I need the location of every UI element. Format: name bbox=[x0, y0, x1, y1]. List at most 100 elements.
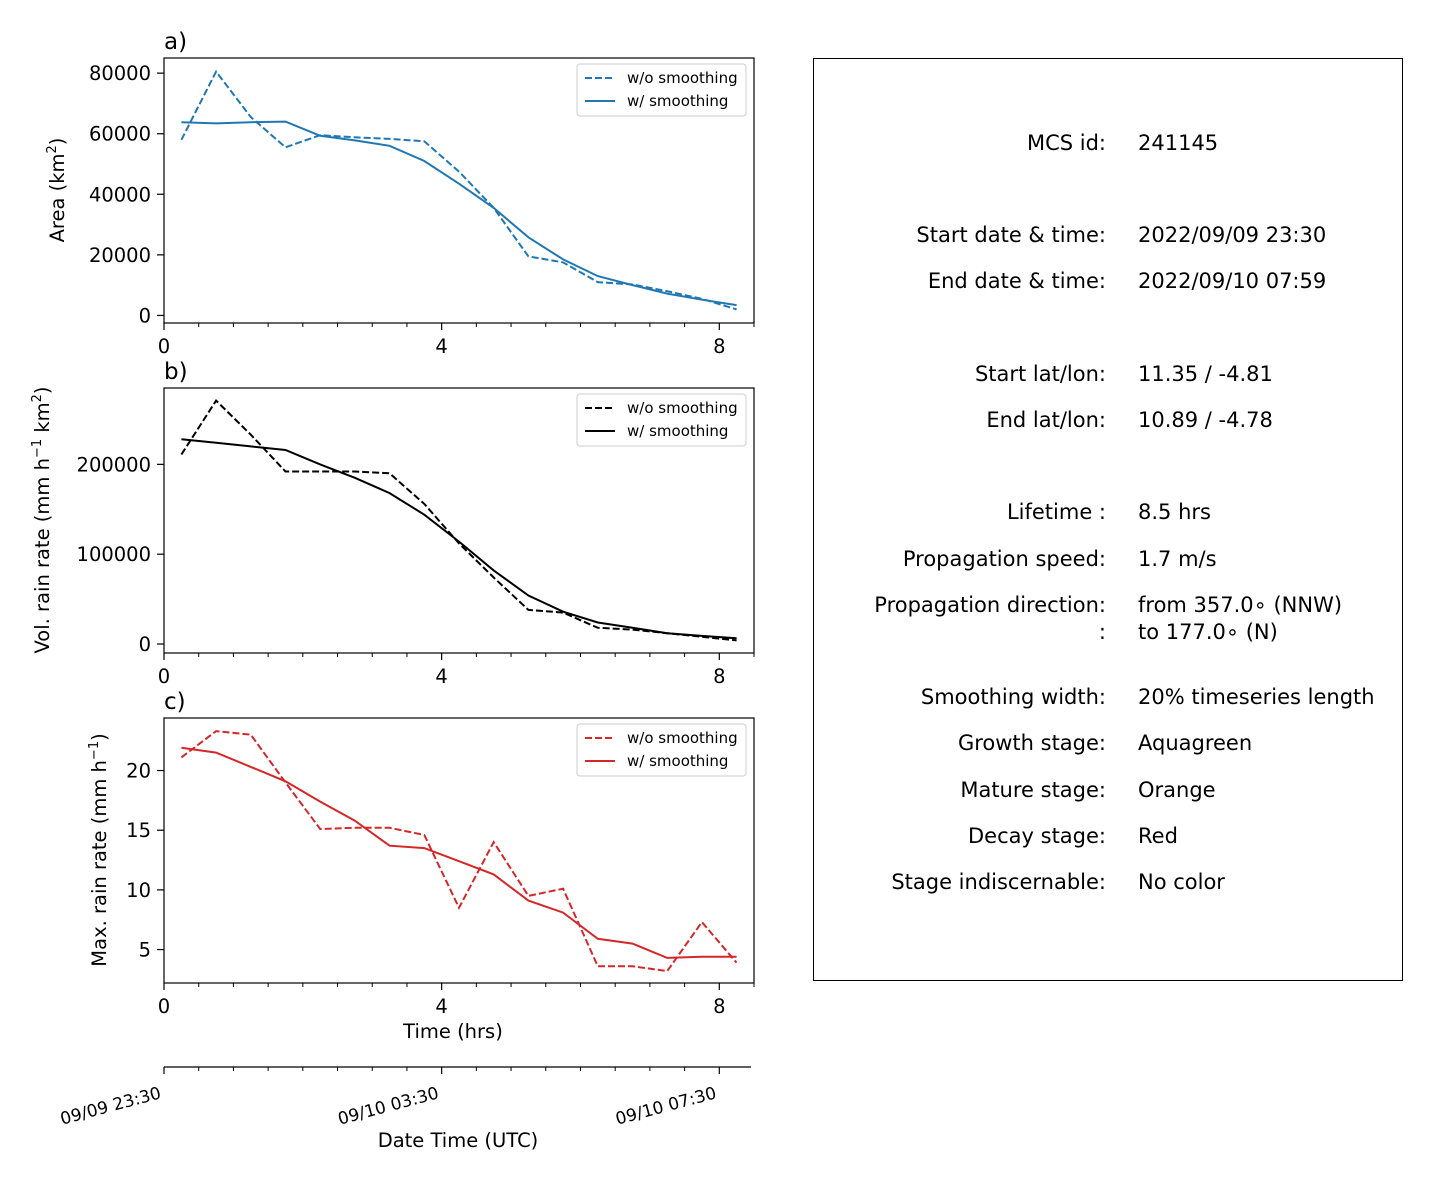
info-label: End date & time: bbox=[927, 269, 1106, 293]
info-value: from 357.0∘ (NNW) bbox=[1138, 593, 1343, 617]
y-tick-label: 40000 bbox=[89, 183, 151, 206]
y-axis-label: Area (km2) bbox=[45, 138, 69, 243]
legend-label: w/ smoothing bbox=[627, 752, 728, 770]
y-tick-label: 20 bbox=[126, 760, 151, 783]
info-label: Lifetime : bbox=[1006, 500, 1106, 524]
series-line-unsmoothed bbox=[180, 730, 738, 973]
series-line-smoothed bbox=[181, 120, 737, 307]
chart-panel-2: b) 0 4 8 0 100000 200000 Vol. rain rate (mm h−1… bbox=[30, 359, 755, 688]
info-value: 2022/09/09 23:30 bbox=[1138, 223, 1327, 247]
info-value: Orange bbox=[1138, 778, 1216, 802]
x-tick-label: 8 bbox=[713, 335, 725, 358]
y-tick-label: 15 bbox=[126, 819, 151, 842]
y-tick-label: 0 bbox=[139, 633, 151, 656]
legend-box bbox=[576, 63, 747, 117]
chart-panel-1: a) 0 4 8 0 20000 40000 60000 80000 Area (km2) w/o … bbox=[45, 29, 755, 358]
legend-box bbox=[576, 393, 747, 447]
y-tick-label: 0 bbox=[139, 304, 151, 327]
x-tick-label: 4 bbox=[435, 995, 447, 1018]
info-row: Decay stage: Red bbox=[814, 824, 1402, 854]
plot-frame bbox=[163, 387, 755, 654]
legend-box bbox=[576, 723, 747, 777]
info-label: Propagation speed: bbox=[902, 547, 1106, 571]
info-value: Red bbox=[1138, 824, 1178, 848]
info-row: Propagation speed: 1.7 m/s bbox=[814, 547, 1402, 577]
x-tick-label: 8 bbox=[713, 995, 725, 1018]
legend-label: w/o smoothing bbox=[627, 729, 738, 747]
legend-label: w/ smoothing bbox=[627, 422, 728, 440]
info-value: 8.5 hrs bbox=[1138, 500, 1211, 524]
mcs-info-box: MCS id: 241145 Start date & time: 2022/09/0… bbox=[813, 58, 1403, 981]
info-value: 20% timeseries length bbox=[1138, 685, 1375, 709]
info-value: 1.7 m/s bbox=[1138, 547, 1217, 571]
datetime-tick-label: 09/10 07:30 bbox=[614, 1084, 719, 1130]
info-label: Start date & time: bbox=[916, 223, 1106, 247]
series-line-unsmoothed bbox=[180, 69, 737, 311]
info-row: : to 177.0∘ (N) bbox=[814, 620, 1402, 650]
datetime-tick-label: 09/10 03:30 bbox=[336, 1084, 441, 1130]
y-tick-label: 60000 bbox=[89, 123, 151, 146]
info-row: Lifetime : 8.5 hrs bbox=[814, 500, 1402, 530]
x-tick-label: 8 bbox=[713, 665, 725, 688]
series-line-unsmoothed bbox=[180, 399, 737, 642]
info-label: Decay stage: bbox=[968, 824, 1106, 848]
y-tick-label: 5 bbox=[139, 939, 151, 962]
info-value: Aquagreen bbox=[1138, 731, 1253, 755]
series-line-smoothed bbox=[181, 438, 737, 640]
datetime-axis-label: Date Time (UTC) bbox=[378, 1129, 539, 1152]
x-tick-label: 4 bbox=[435, 665, 447, 688]
legend-label: w/ smoothing bbox=[627, 92, 728, 110]
chart-panel-3: c) 0 4 8 5 10 15 20 Max. rain rate (mm h−1) Time … bbox=[87, 689, 755, 1043]
info-label: Mature stage: bbox=[960, 778, 1106, 802]
y-tick-label: 80000 bbox=[89, 62, 151, 85]
y-tick-label: 20000 bbox=[89, 244, 151, 267]
info-row: Start date & time: 2022/09/09 23:30 bbox=[814, 223, 1402, 253]
info-row: End lat/lon: 10.89 / -4.78 bbox=[814, 408, 1402, 438]
info-value: 2022/09/10 07:59 bbox=[1138, 269, 1327, 293]
y-tick-label: 100000 bbox=[77, 543, 151, 566]
y-axis-label: Vol. rain rate (mm h−1 km2) bbox=[30, 386, 54, 653]
x-tick-label: 0 bbox=[158, 665, 170, 688]
info-value: 11.35 / -4.81 bbox=[1138, 362, 1273, 386]
panel-label: c) bbox=[164, 689, 186, 715]
info-value: 241145 bbox=[1138, 131, 1219, 155]
info-row: Start lat/lon: 11.35 / -4.81 bbox=[814, 362, 1402, 392]
info-row: Stage indiscernable: No color bbox=[814, 870, 1402, 900]
info-row: Growth stage: Aquagreen bbox=[814, 731, 1402, 761]
plot-frame bbox=[163, 717, 755, 984]
x-tick-label: 0 bbox=[158, 995, 170, 1018]
info-value: 10.89 / -4.78 bbox=[1138, 408, 1273, 432]
y-axis-label: Max. rain rate (mm h−1) bbox=[87, 733, 111, 966]
y-tick-label: 10 bbox=[126, 879, 151, 902]
datetime-tick-label: 09/09 23:30 bbox=[58, 1084, 163, 1130]
info-label: Start lat/lon: bbox=[974, 362, 1106, 386]
info-label: Stage indiscernable: bbox=[891, 870, 1106, 894]
datetime-axis: 09/09 23:30 09/10 03:30 09/10 07:30 Date Ti… bbox=[58, 1066, 751, 1152]
x-tick-label: 4 bbox=[435, 335, 447, 358]
info-label: MCS id: bbox=[1026, 131, 1106, 155]
info-label: Propagation direction: bbox=[874, 593, 1106, 617]
info-row: Propagation direction: from 357.0∘ (NNW) bbox=[814, 593, 1402, 623]
info-label: Smoothing width: bbox=[920, 685, 1106, 709]
info-label: Growth stage: bbox=[957, 731, 1106, 755]
info-label: End lat/lon: bbox=[986, 408, 1106, 432]
info-label: : bbox=[1098, 620, 1106, 644]
legend: w/o smoothing w/ smoothing bbox=[576, 723, 747, 777]
x-axis-label: Time (hrs) bbox=[402, 1020, 503, 1043]
legend-label: w/o smoothing bbox=[627, 399, 738, 417]
info-row: Mature stage: Orange bbox=[814, 778, 1402, 808]
info-row: Smoothing width: 20% timeseries length bbox=[814, 685, 1402, 715]
panel-label: b) bbox=[164, 359, 188, 385]
y-tick-label: 200000 bbox=[77, 453, 151, 476]
info-value: No color bbox=[1138, 870, 1225, 894]
info-row: MCS id: 241145 bbox=[814, 131, 1402, 161]
x-tick-label: 0 bbox=[158, 335, 170, 358]
series-line-smoothed bbox=[181, 746, 737, 959]
plot-frame bbox=[163, 57, 755, 324]
legend: w/o smoothing w/ smoothing bbox=[576, 393, 747, 447]
info-row: End date & time: 2022/09/10 07:59 bbox=[814, 269, 1402, 299]
legend: w/o smoothing w/ smoothing bbox=[576, 63, 747, 117]
info-value: to 177.0∘ (N) bbox=[1138, 620, 1278, 644]
panel-label: a) bbox=[164, 29, 187, 55]
